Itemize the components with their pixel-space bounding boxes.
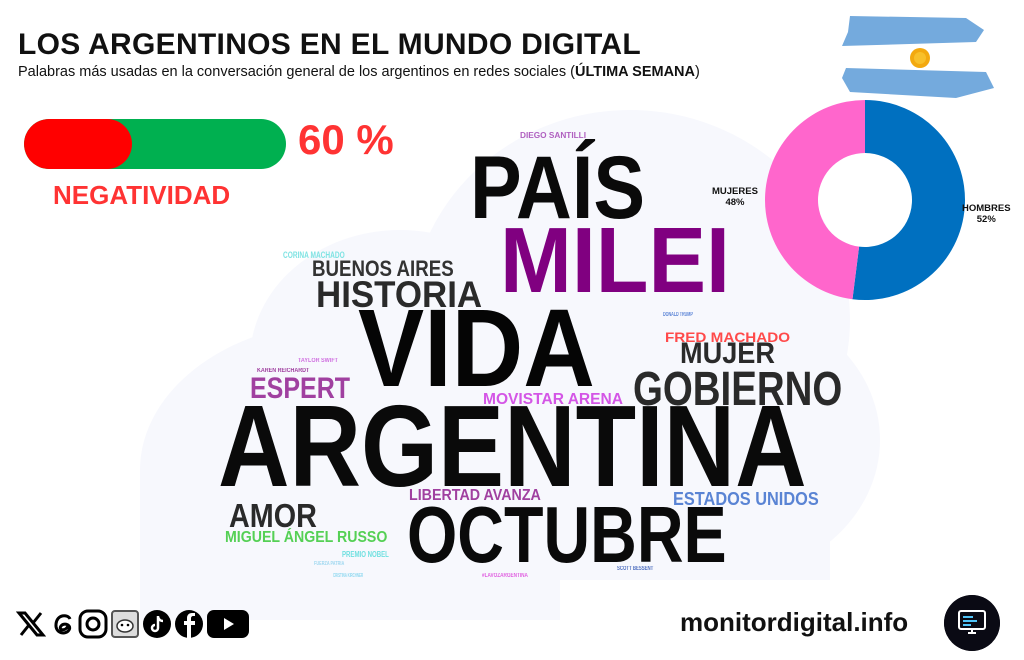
word-cloud-word: CRISTINA KIRCHNER xyxy=(333,573,364,580)
threads-icon[interactable] xyxy=(48,609,78,639)
word-cloud-word: HISTORIA xyxy=(316,273,483,315)
word-cloud-word: GOBIERNO xyxy=(633,362,843,416)
word-cloud-word: FUERZA PATRIA xyxy=(314,561,345,568)
word-cloud-word: ESPERT xyxy=(250,372,351,406)
reddit-icon[interactable] xyxy=(110,609,140,639)
negativity-percent: 60 % xyxy=(298,116,394,163)
word-cloud-word: ARGENTINA xyxy=(218,380,807,511)
donut-slice-mujeres xyxy=(764,100,865,300)
word-cloud-word: KAREN REICHARDT xyxy=(257,367,310,374)
word-cloud-word: DONALD TRUMP xyxy=(663,311,693,318)
word-cloud-word: PAÍS xyxy=(470,137,646,238)
argentina-flag-icon xyxy=(842,16,994,98)
word-cloud-word: PREMIO NOBEL xyxy=(342,550,389,560)
page-subtitle: Palabras más usadas en la conversación g… xyxy=(18,64,700,80)
subtitle-period: ÚLTIMA SEMANA xyxy=(574,64,695,80)
word-cloud-word: TAYLOR SWIFT xyxy=(298,357,338,364)
word-cloud-word: AMOR xyxy=(229,496,317,534)
word-cloud-word: FRED MACHADO xyxy=(665,329,791,346)
subtitle-end: ) xyxy=(694,64,700,80)
hombres-label: HOMBRES 52% xyxy=(962,203,1011,226)
word-cloud-word: MUJER xyxy=(680,337,776,371)
word-cloud-word: LIBERTAD AVANZA xyxy=(409,486,541,504)
negativity-fill xyxy=(24,119,133,169)
page-title: LOS ARGENTINOS EN EL MUNDO DIGITAL xyxy=(18,28,641,61)
tiktok-icon[interactable] xyxy=(142,609,172,639)
word-cloud-word: #LAVOZARGENTINA xyxy=(482,572,528,579)
word-cloud-word: MOVISTAR ARENA xyxy=(483,390,623,408)
instagram-icon[interactable] xyxy=(78,609,108,639)
word-cloud-word: SCOTT BESSENT xyxy=(617,565,654,572)
word-cloud-word: VIDA xyxy=(358,287,595,411)
donut-slice-hombres xyxy=(852,100,965,300)
subtitle-text: Palabras más usadas en la conversación g… xyxy=(18,64,575,80)
youtube-icon[interactable] xyxy=(206,609,250,639)
gender-donut-chart xyxy=(764,100,965,300)
word-cloud-word: OCTUBRE xyxy=(407,489,727,579)
negativity-label: NEGATIVIDAD xyxy=(53,180,231,210)
word-cloud-word: MILEI xyxy=(500,208,730,313)
word-cloud-word: MIGUEL ÁNGEL RUSSO xyxy=(225,528,388,546)
site-link[interactable]: monitordigital.info xyxy=(680,607,909,637)
monitor-icon xyxy=(944,595,1000,651)
x-icon[interactable] xyxy=(16,609,46,639)
word-cloud-word: BUENOS AIRES xyxy=(312,255,454,281)
word-cloud-word: CORINA MACHADO xyxy=(283,250,345,261)
word-cloud-word: DIEGO SANTILLI xyxy=(520,131,586,141)
negativity-bar xyxy=(24,119,286,169)
word-cloud-word: ESTADOS UNIDOS xyxy=(673,488,819,509)
mujeres-label: MUJERES 48% xyxy=(712,186,758,209)
facebook-icon[interactable] xyxy=(174,609,204,639)
